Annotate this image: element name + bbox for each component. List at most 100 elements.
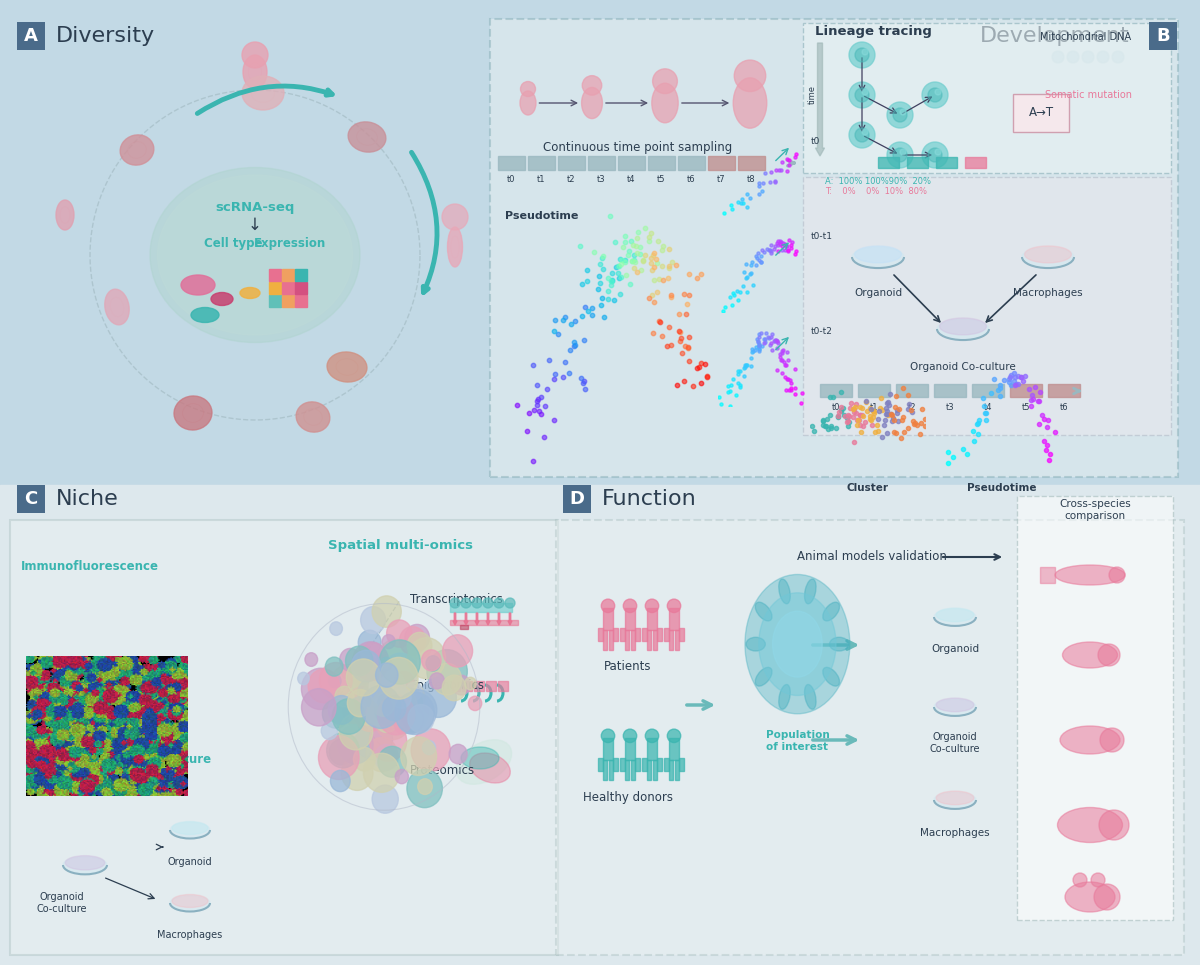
Circle shape — [862, 89, 868, 95]
Point — [758, 241, 778, 257]
Point — [938, 444, 958, 459]
Bar — [656, 628, 661, 642]
Point — [529, 402, 548, 418]
Circle shape — [346, 703, 368, 728]
Bar — [668, 759, 673, 780]
Bar — [528, 156, 554, 170]
Point — [1056, 459, 1075, 475]
Ellipse shape — [150, 168, 360, 343]
FancyArrow shape — [475, 613, 479, 625]
Point — [760, 175, 779, 190]
Text: Healthy donors: Healthy donors — [583, 790, 673, 804]
Circle shape — [443, 676, 466, 701]
Point — [781, 240, 800, 256]
Point — [761, 245, 780, 261]
Point — [523, 453, 542, 468]
Circle shape — [347, 670, 372, 697]
Point — [575, 299, 594, 315]
Bar — [558, 156, 586, 170]
Bar — [1010, 384, 1042, 397]
Point — [578, 304, 598, 319]
Circle shape — [1052, 51, 1064, 63]
Point — [832, 400, 851, 415]
Circle shape — [1094, 884, 1120, 910]
Point — [709, 389, 728, 404]
Point — [976, 405, 995, 421]
Point — [1031, 384, 1050, 400]
Text: Organoid: Organoid — [931, 644, 979, 654]
Point — [661, 290, 680, 305]
Bar — [647, 608, 658, 630]
Point — [832, 402, 851, 418]
Point — [839, 408, 858, 424]
Point — [738, 285, 757, 300]
Point — [860, 408, 880, 424]
Point — [848, 412, 868, 427]
Circle shape — [422, 740, 436, 755]
Text: Macrophages: Macrophages — [1013, 288, 1082, 298]
Point — [745, 343, 764, 358]
Point — [803, 418, 822, 433]
Bar — [896, 384, 928, 397]
Point — [863, 403, 882, 419]
Bar — [679, 758, 684, 771]
Circle shape — [340, 719, 358, 738]
Point — [611, 286, 630, 301]
Point — [1038, 437, 1057, 453]
Point — [943, 450, 962, 465]
Point — [667, 377, 686, 393]
Point — [814, 413, 833, 428]
Point — [871, 400, 890, 416]
Circle shape — [353, 642, 389, 680]
Circle shape — [242, 42, 268, 68]
Point — [1000, 372, 1019, 387]
Point — [691, 266, 710, 282]
Bar — [602, 738, 613, 759]
Point — [846, 405, 865, 421]
Point — [575, 373, 594, 389]
Point — [839, 413, 858, 428]
Point — [785, 361, 804, 376]
Point — [662, 338, 682, 353]
Bar — [656, 758, 661, 771]
Point — [781, 382, 800, 398]
Circle shape — [340, 648, 361, 672]
Bar — [486, 681, 496, 691]
Point — [834, 407, 853, 423]
Point — [888, 405, 907, 421]
Ellipse shape — [936, 698, 974, 712]
Ellipse shape — [348, 122, 386, 152]
Point — [761, 242, 780, 258]
Point — [851, 400, 870, 415]
Circle shape — [404, 711, 424, 732]
Point — [572, 277, 592, 292]
Point — [775, 370, 794, 385]
Circle shape — [361, 685, 401, 729]
Point — [608, 270, 628, 286]
Bar — [907, 157, 928, 168]
Ellipse shape — [1066, 882, 1115, 912]
Point — [778, 345, 797, 360]
Point — [772, 242, 791, 258]
Point — [643, 262, 662, 278]
Point — [628, 245, 647, 261]
Point — [938, 455, 958, 471]
Circle shape — [378, 685, 418, 728]
Ellipse shape — [852, 247, 904, 266]
Point — [737, 269, 756, 285]
Bar — [647, 759, 652, 780]
Point — [1038, 412, 1057, 427]
Point — [736, 257, 755, 272]
Circle shape — [432, 663, 462, 695]
Point — [892, 412, 911, 427]
Point — [724, 372, 743, 387]
Point — [853, 418, 872, 433]
Text: t6: t6 — [1060, 403, 1068, 412]
Point — [649, 314, 668, 329]
Point — [814, 412, 833, 427]
Point — [584, 244, 604, 260]
FancyArrow shape — [450, 602, 512, 612]
Point — [659, 241, 678, 257]
Point — [851, 407, 870, 423]
Circle shape — [374, 705, 400, 732]
